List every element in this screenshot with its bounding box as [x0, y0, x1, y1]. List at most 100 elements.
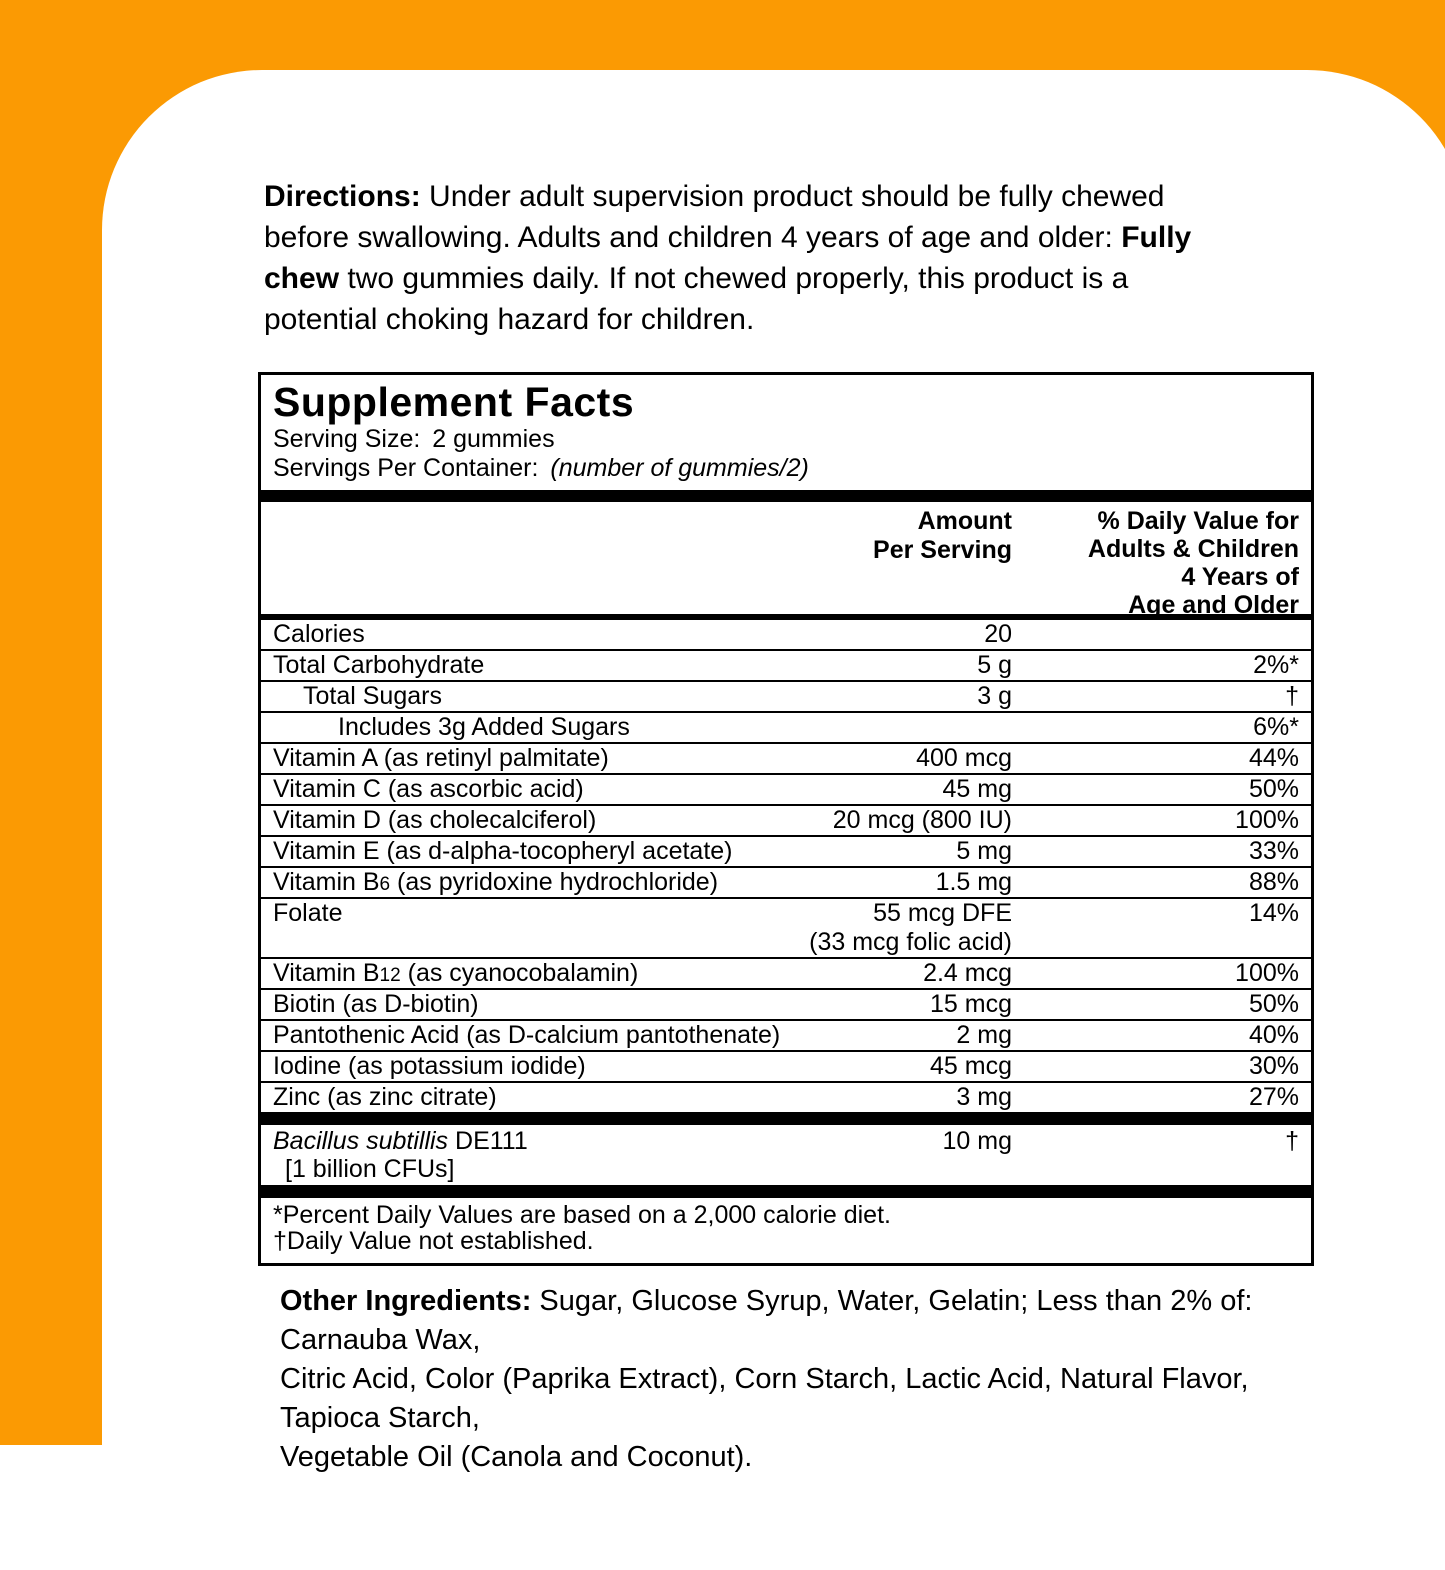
- other-ingredients-label: Other Ingredients:: [280, 1285, 532, 1317]
- amount-value: 3 g: [977, 682, 1012, 710]
- daily-value: 30%: [1248, 1052, 1299, 1080]
- daily-value: 50%: [1248, 775, 1299, 803]
- amount-line: (33 mcg folic acid): [809, 928, 1012, 956]
- amount-header-line: Per Serving: [873, 536, 1012, 564]
- table-row-added-sugars: Includes 3g Added Sugars 6%*: [261, 711, 1311, 742]
- nutrient-label-subscript: 12: [379, 965, 401, 986]
- other-ingredients-line: Other Ingredients: Sugar, Glucose Syrup,…: [280, 1282, 1315, 1360]
- daily-value: †: [1285, 1127, 1299, 1155]
- amount-value: 45 mg: [942, 775, 1012, 803]
- amount-value: 2 mg: [956, 1021, 1012, 1049]
- daily-value: 100%: [1235, 806, 1299, 834]
- daily-value: 44%: [1248, 744, 1299, 772]
- directions-line: before swallowing. Adults and children 4…: [264, 217, 1309, 258]
- probiotic-name-strain: DE111: [448, 1127, 528, 1155]
- nutrient-label: Pantothenic Acid (as D-calcium pantothen…: [273, 1021, 781, 1049]
- directions-line: chew two gummies daily. If not chewed pr…: [264, 258, 1309, 299]
- nutrient-label: Vitamin A (as retinyl palmitate): [273, 744, 609, 772]
- nutrient-label: Total Carbohydrate: [273, 651, 485, 679]
- other-ingredients-text: Other Ingredients: Sugar, Glucose Syrup,…: [280, 1282, 1315, 1477]
- footnote-section: *Percent Daily Values are based on a 2,0…: [273, 1198, 1299, 1263]
- servings-per-container-label: Servings Per Container:: [273, 454, 539, 482]
- amount-value: 55 mcg DFE (33 mcg folic acid): [809, 899, 1012, 957]
- amount-line: 55 mcg DFE: [873, 899, 1012, 927]
- probiotic-name: Bacillus subtillis DE111: [273, 1127, 1299, 1155]
- amount-value: 1.5 mg: [935, 868, 1012, 896]
- amount-header-line: Amount: [917, 507, 1012, 535]
- section-separator-bar: [261, 1112, 1311, 1125]
- directions-bold: Directions:: [264, 180, 421, 213]
- other-ingredients-body: Vegetable Oil (Canola and Coconut).: [280, 1441, 753, 1473]
- servings-per-container-row: Servings Per Container: (number of gummie…: [273, 454, 1299, 483]
- directions-line: potential choking hazard for children.: [264, 299, 1309, 340]
- amount-value: 5 g: [977, 651, 1012, 679]
- footnote-dagger: †Daily Value not established.: [273, 1227, 594, 1255]
- daily-value: 40%: [1248, 1021, 1299, 1049]
- other-ingredients-body: Sugar, Glucose Syrup, Water, Gelatin; Le…: [280, 1285, 1269, 1356]
- directions-text: Directions: Under adult supervision prod…: [264, 176, 1309, 340]
- daily-value: 6%*: [1253, 713, 1299, 741]
- nutrient-label: Vitamin B6 (as pyridoxine hydrochloride): [273, 868, 718, 896]
- nutrient-label: Calories: [273, 620, 365, 648]
- table-row-vitamin-a: Vitamin A (as retinyl palmitate) 400 mcg…: [261, 742, 1311, 773]
- column-headers: Amount Per Serving % Daily Value for Adu…: [261, 502, 1311, 619]
- table-row-probiotic: Bacillus subtillis DE111 [1 billion CFUs…: [261, 1125, 1311, 1185]
- table-row-vitamin-b12: Vitamin B12 (as cyanocobalamin) 2.4 mcg …: [261, 957, 1311, 988]
- amount-value: 45 mcg: [930, 1052, 1012, 1080]
- amount-value: 2.4 mcg: [923, 959, 1012, 987]
- serving-size-value: 2 gummies: [432, 425, 555, 453]
- table-row-iodine: Iodine (as potassium iodide) 45 mcg 30%: [261, 1050, 1311, 1081]
- amount-value: 400 mcg: [916, 744, 1012, 772]
- daily-value: 14%: [1248, 899, 1299, 927]
- directions-bold: Fully: [1121, 221, 1192, 254]
- daily-value: 50%: [1248, 990, 1299, 1018]
- table-row-biotin: Biotin (as D-biotin) 15 mcg 50%: [261, 988, 1311, 1019]
- serving-size-label: Serving Size:: [273, 425, 421, 453]
- daily-value: 88%: [1248, 868, 1299, 896]
- directions-body: potential choking hazard for children.: [264, 303, 755, 336]
- probiotic-cfu-note: [1 billion CFUs]: [285, 1155, 455, 1183]
- section-separator-bar: [261, 1185, 1311, 1198]
- serving-size-row: Serving Size: 2 gummies: [273, 425, 1299, 454]
- supplement-facts-title: Supplement Facts: [273, 379, 635, 425]
- daily-value-column-header: % Daily Value for Adults & Children 4 Ye…: [1088, 507, 1299, 619]
- nutrient-label: Total Sugars: [303, 682, 442, 710]
- table-row-vitamin-b6: Vitamin B6 (as pyridoxine hydrochloride)…: [261, 866, 1311, 897]
- servings-per-container-value: (number of gummies/2): [550, 454, 809, 482]
- dv-header-line: Adults & Children: [1087, 535, 1299, 563]
- table-row-folate: Folate 55 mcg DFE (33 mcg folic acid) 14%: [261, 897, 1311, 957]
- probiotic-name-italic: Bacillus subtillis: [273, 1127, 449, 1155]
- other-ingredients-line: Citric Acid, Color (Paprika Extract), Co…: [280, 1360, 1315, 1438]
- amount-value: 5 mg: [956, 837, 1012, 865]
- header-separator-bar: [261, 614, 1311, 620]
- directions-body: two gummies daily. If not chewed properl…: [339, 262, 1129, 295]
- table-row-vitamin-d: Vitamin D (as cholecalciferol) 20 mcg (8…: [261, 804, 1311, 835]
- nutrient-label-text: Vitamin B: [273, 959, 380, 987]
- daily-value: 100%: [1235, 959, 1299, 987]
- nutrient-label: Vitamin B12 (as cyanocobalamin): [273, 959, 638, 987]
- other-ingredients-body: Citric Acid, Color (Paprika Extract), Co…: [280, 1363, 1257, 1434]
- table-row-zinc: Zinc (as zinc citrate) 3 mg 27%: [261, 1081, 1311, 1112]
- directions-body: before swallowing. Adults and children 4…: [264, 221, 1122, 254]
- dv-header-line: % Daily Value for: [1097, 507, 1299, 535]
- section-separator-bar: [261, 490, 1311, 502]
- amount-value: 3 mg: [956, 1083, 1012, 1111]
- table-row-total-sugars: Total Sugars 3 g †: [261, 680, 1311, 711]
- nutrient-label: Biotin (as D-biotin): [273, 990, 479, 1018]
- table-row-vitamin-c: Vitamin C (as ascorbic acid) 45 mg 50%: [261, 773, 1311, 804]
- daily-value: 2%*: [1253, 651, 1299, 679]
- nutrient-label-text: (as pyridoxine hydrochloride): [390, 868, 719, 896]
- nutrient-label-text: Vitamin B: [273, 868, 380, 896]
- table-row-calories: Calories 20: [261, 620, 1311, 649]
- amount-value: 20 mcg (800 IU): [832, 806, 1012, 834]
- nutrient-table: Calories 20 Total Carbohydrate 5 g 2%* T…: [261, 620, 1311, 1112]
- nutrient-label: Vitamin E (as d-alpha-tocopheryl acetate…: [273, 837, 733, 865]
- supplement-facts-panel: Supplement Facts Serving Size: 2 gummies …: [258, 372, 1314, 1266]
- dv-header-line: 4 Years of: [1181, 563, 1299, 591]
- daily-value: 27%: [1248, 1083, 1299, 1111]
- dv-header-line: Age and Older: [1128, 591, 1299, 619]
- directions-line: Directions: Under adult supervision prod…: [264, 176, 1309, 217]
- amount-value: 15 mcg: [930, 990, 1012, 1018]
- nutrient-label-subscript: 6: [379, 874, 391, 895]
- amount-value: 10 mg: [942, 1127, 1012, 1155]
